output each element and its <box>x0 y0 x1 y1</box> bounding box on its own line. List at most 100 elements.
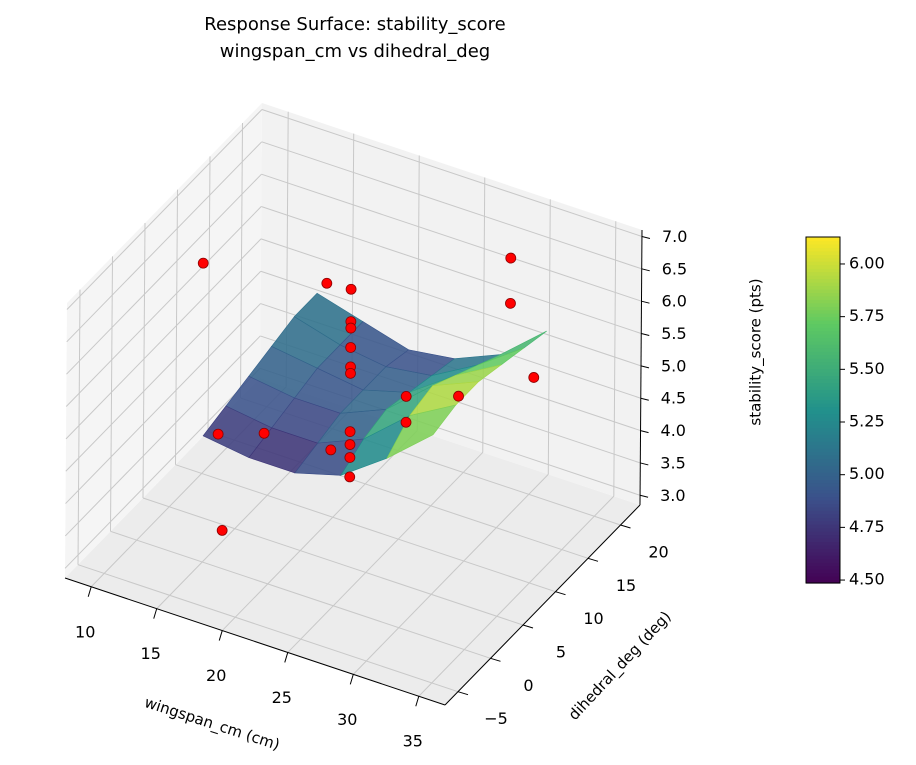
colorbar-segment <box>806 441 840 446</box>
grid-line <box>418 495 615 697</box>
data-point <box>345 283 357 295</box>
colorbar-segment <box>806 275 840 280</box>
colorbar-segment <box>806 330 840 335</box>
y-tick-label: −5 <box>484 709 508 728</box>
tick-mark <box>640 365 650 369</box>
surface-patch <box>386 404 457 459</box>
colorbar-segment <box>806 461 840 466</box>
colorbar-segment <box>806 548 840 553</box>
tick-mark <box>641 235 651 239</box>
tick-mark <box>218 630 223 641</box>
colorbar-segment <box>806 434 840 439</box>
data-point <box>321 277 333 289</box>
colorbar-segment <box>806 254 840 259</box>
colorbar-segment <box>806 389 840 394</box>
colorbar-segment <box>806 406 840 411</box>
colorbar-segment <box>806 513 840 518</box>
colorbar-segment <box>806 544 840 549</box>
colorbar-segment <box>806 257 840 262</box>
colorbar-segment <box>806 420 840 425</box>
colorbar-segment <box>806 278 840 283</box>
grid-line <box>352 473 549 675</box>
z-tick-label: 6.0 <box>661 292 686 311</box>
colorbar-segment <box>806 493 840 498</box>
colorbar-segment <box>806 451 840 456</box>
data-point <box>528 372 540 383</box>
y-tick-label: 5 <box>556 643 566 662</box>
grid-line <box>65 270 262 472</box>
colorbar-segment <box>806 454 840 460</box>
colorbar-segment <box>806 392 840 397</box>
colorbar-segment <box>806 572 840 577</box>
colorbar-segment <box>806 448 840 453</box>
colorbar-segment <box>806 437 840 442</box>
y-axis-line <box>444 504 641 706</box>
data-point <box>344 426 356 437</box>
colorbar-segment <box>806 295 840 300</box>
x-axis-line <box>64 577 446 706</box>
colorbar-segment <box>806 247 840 252</box>
colorbar-segment <box>806 313 840 318</box>
colorbar-segment <box>806 378 840 383</box>
colorbar-tick-label: 5.00 <box>849 464 885 483</box>
x-tick-label: 15 <box>141 644 161 663</box>
colorbar-segment <box>806 468 840 473</box>
data-point <box>212 428 224 440</box>
colorbar-tick-label: 5.75 <box>849 306 885 325</box>
grid-line <box>64 335 261 537</box>
colorbar-segment <box>806 302 840 307</box>
colorbar-segment <box>806 558 840 563</box>
colorbar-segment <box>806 576 840 581</box>
colorbar-segment <box>806 403 840 408</box>
y-tick-label: 0 <box>523 676 533 695</box>
colorbar-segment <box>806 410 840 415</box>
chart-subtitle: wingspan_cm vs dihedral_deg <box>220 41 490 62</box>
data-point <box>344 452 356 463</box>
colorbar-segment <box>806 423 840 428</box>
colorbar-segment <box>806 413 840 418</box>
tick-mark <box>555 591 566 596</box>
colorbar-segment <box>806 271 840 276</box>
colorbar-segment <box>806 268 840 273</box>
grid-line <box>142 497 524 626</box>
grid-line <box>482 177 486 453</box>
colorbar-segment <box>806 351 840 356</box>
colorbar-segment <box>806 340 840 345</box>
colorbar-segment <box>806 354 840 359</box>
colorbar-segment <box>806 243 840 248</box>
tick-mark <box>640 430 649 434</box>
grid-line <box>221 430 418 631</box>
y-tick-label: 20 <box>648 543 668 562</box>
colorbar-segment <box>806 358 840 363</box>
colorbar-segment <box>806 510 840 515</box>
grid-line <box>66 173 262 375</box>
colorbar-segment <box>806 368 840 373</box>
grid-line <box>77 564 459 693</box>
colorbar-segment <box>806 569 840 574</box>
colorbar-segment <box>806 347 840 352</box>
colorbar-segment <box>806 517 840 522</box>
z-axis-label: stability_score (pts) <box>747 278 766 425</box>
colorbar-tick-label: 6.00 <box>849 253 885 272</box>
colorbar-segment <box>806 385 840 390</box>
z-tick-label: 4.5 <box>661 389 686 408</box>
colorbar-segment <box>806 531 840 536</box>
grid-line <box>547 199 551 475</box>
colorbar-segment <box>806 534 840 539</box>
tick-mark <box>640 397 649 401</box>
left-pane <box>65 103 262 578</box>
tick-mark <box>640 462 649 466</box>
tick-mark <box>641 300 650 304</box>
tick-mark <box>641 333 650 337</box>
colorbar-segment <box>806 551 840 556</box>
colorbar-segment <box>806 499 840 505</box>
tick-mark <box>284 652 289 663</box>
tick-mark <box>349 674 354 685</box>
colorbar-segment <box>806 285 840 290</box>
colorbar-segment <box>806 240 840 245</box>
colorbar-segment <box>806 323 840 328</box>
colorbar-segment <box>806 361 840 366</box>
x-tick-label: 20 <box>206 666 226 685</box>
z-tick-label: 5.5 <box>661 324 686 343</box>
colorbar-segment <box>806 371 840 376</box>
